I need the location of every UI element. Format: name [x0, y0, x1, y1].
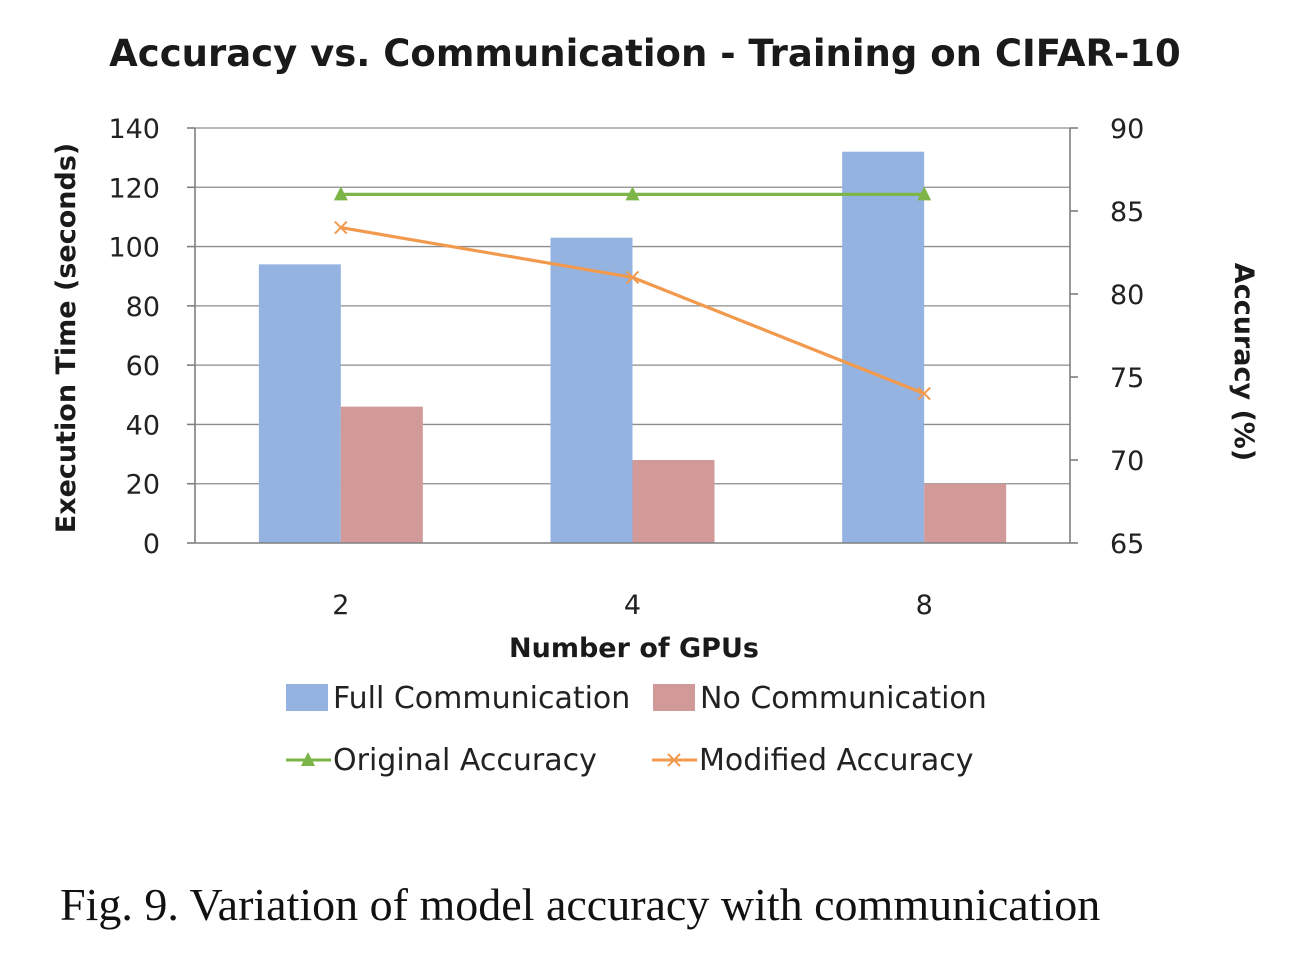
y-tick-label-2: 40 [126, 410, 160, 441]
y-tick-label-5: 100 [108, 233, 160, 264]
bar-full-communication-8 [842, 151, 925, 543]
bar-no-communication-2 [340, 406, 423, 543]
point-original-accuracy-8 [917, 186, 932, 201]
figure-caption: Fig. 9. Variation of model accuracy with… [60, 879, 1100, 930]
x-tick-label-8: 8 [916, 590, 933, 621]
legend-marker-original-accuracy [301, 752, 315, 766]
x-axis-label: Number of GPUs [509, 633, 759, 664]
y2-tick-label-0: 65 [1110, 529, 1144, 560]
point-modified-accuracy-4 [625, 270, 640, 285]
bar-full-communication-4 [550, 237, 633, 543]
bars-layer [258, 151, 1007, 543]
y-tick-label-7: 140 [108, 114, 160, 145]
point-original-accuracy-2 [333, 186, 348, 201]
chart-title: Accuracy vs. Communication - Training on… [109, 32, 1181, 75]
legend-label-full-communication: Full Communication [333, 681, 630, 716]
legend-marker-modified-accuracy [667, 753, 681, 767]
legend-label-modified-accuracy: Modified Accuracy [699, 743, 974, 778]
y-tick-label-6: 120 [108, 173, 160, 204]
y2-tick-label-5: 90 [1110, 114, 1144, 145]
legend: Full Communication No Communication Origin… [286, 681, 987, 778]
y-tick-label-1: 20 [126, 470, 160, 501]
bar-no-communication-8 [924, 483, 1007, 543]
x-tick-label-2: 2 [332, 590, 349, 621]
point-original-accuracy-4 [625, 186, 640, 201]
point-modified-accuracy-2 [334, 220, 348, 235]
y2-axis-label: Accuracy (%) [1228, 263, 1259, 461]
y2-tick-label-4: 85 [1110, 197, 1144, 228]
bar-no-communication-4 [632, 460, 715, 543]
legend-label-no-communication: No Communication [700, 681, 987, 716]
lines-layer [333, 186, 932, 401]
legend-swatch-no-communication [653, 684, 695, 711]
y-axis-label: Execution Time (seconds) [51, 143, 82, 534]
point-modified-accuracy-8 [917, 386, 931, 401]
y-tick-label-4: 80 [126, 292, 160, 323]
x-tick-label-4: 4 [624, 590, 641, 621]
y2-tick-label-2: 75 [1110, 363, 1144, 394]
y-tick-label-3: 60 [126, 351, 160, 382]
axes-layer [187, 127, 1078, 544]
y2-tick-label-3: 80 [1110, 280, 1144, 311]
legend-label-original-accuracy: Original Accuracy [333, 743, 597, 778]
y2-tick-label-1: 70 [1110, 446, 1144, 477]
bar-full-communication-2 [258, 264, 341, 543]
ticks-layer: 0 20 40 60 80 100 120 140 65 70 75 80 85 90 2 4 8 [108, 114, 1144, 621]
y-tick-label-0: 0 [143, 529, 160, 560]
legend-swatch-full-communication [286, 684, 328, 711]
